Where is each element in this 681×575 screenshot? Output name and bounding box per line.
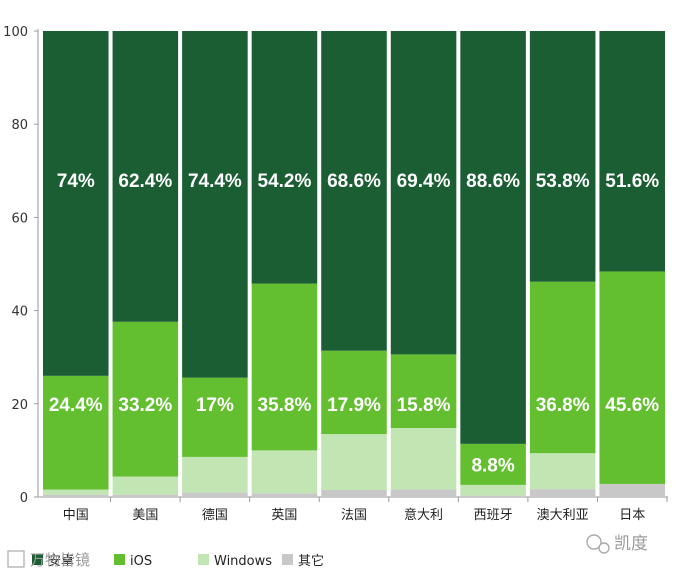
bar-segment <box>390 428 457 490</box>
bar-segment <box>251 31 318 284</box>
watermark-right: 凯度 <box>586 534 648 554</box>
bar-segment <box>112 476 179 495</box>
data-label: 8.8% <box>471 455 514 476</box>
watermark-right-text: 凯度 <box>614 534 648 554</box>
legend-label: 安卓 <box>48 554 74 569</box>
data-label: 45.6% <box>605 395 659 416</box>
data-label: 24.4% <box>49 395 103 416</box>
watermark-left-icon <box>7 550 25 568</box>
bar-segment <box>251 283 318 451</box>
data-label: 74.4% <box>188 171 242 192</box>
x-tick-label: 英国 <box>271 508 297 523</box>
x-tick-label: 澳大利亚 <box>537 507 589 523</box>
watermark-left: 万物皆镜 <box>7 550 90 569</box>
data-label: 15.8% <box>397 395 451 416</box>
x-tick-label: 日本 <box>619 508 645 523</box>
bar-segment <box>251 450 318 494</box>
data-label: 51.6% <box>605 171 659 192</box>
data-label: 36.8% <box>536 395 590 416</box>
bar-segment <box>460 495 526 497</box>
watermark-left-text: 万物皆镜 <box>30 551 90 569</box>
data-label: 74% <box>57 171 95 192</box>
x-tick-label: 中国 <box>63 508 89 523</box>
bar-segment <box>529 453 596 490</box>
bar-segment <box>112 31 179 322</box>
legend-label: 其它 <box>298 553 324 569</box>
x-tick-label: 西班牙 <box>474 508 513 523</box>
bar-segment <box>599 483 665 497</box>
bar-segment <box>321 31 387 351</box>
data-label: 17.9% <box>327 395 381 416</box>
chart-x-tick-labels: 中国 美国 德国 英国 法国 意大利 西班牙 澳大利亚 日本 <box>63 497 668 523</box>
x-tick-label: 法国 <box>341 508 367 523</box>
bar-segment <box>599 31 665 272</box>
legend-swatch <box>32 554 43 565</box>
bar-segment <box>390 354 457 429</box>
data-label: 33.2% <box>118 395 172 416</box>
wechat-icon <box>586 534 602 550</box>
bar-segment <box>112 321 179 477</box>
legend-swatch <box>114 554 125 565</box>
legend-label: Windows <box>214 554 272 569</box>
bar-segment <box>599 271 665 484</box>
data-label: 54.2% <box>258 171 312 192</box>
data-label: 53.8% <box>536 171 590 192</box>
y-tick-label: 40 <box>11 305 28 320</box>
legend-swatch <box>198 554 209 565</box>
bar-segment <box>390 31 457 355</box>
data-label: 17% <box>196 395 234 416</box>
bar-segment <box>529 31 596 282</box>
bar-segment <box>460 31 526 444</box>
y-tick-label: 80 <box>11 118 28 133</box>
y-tick-label: 0 <box>20 491 28 506</box>
y-tick-label: 60 <box>11 211 28 226</box>
bar-segment <box>43 489 109 495</box>
bar-segment <box>112 494 179 497</box>
bar-segment <box>43 375 109 490</box>
bar-segment <box>182 377 248 457</box>
x-tick-label: 德国 <box>202 508 228 523</box>
chart-bars <box>43 31 665 497</box>
data-label: 62.4% <box>118 171 172 192</box>
chart-data-labels: 24.4% 74% 33.2% 62.4% 17% 74.4% 35.8% 54.2% 17.9… <box>49 171 659 476</box>
legend-label: iOS <box>130 554 152 569</box>
bar-segment <box>43 31 109 376</box>
wechat-icon-small-bubble <box>598 542 610 554</box>
x-tick-label: 意大利 <box>404 507 443 523</box>
y-tick-label: 20 <box>11 398 28 413</box>
legend-swatch <box>282 554 293 565</box>
bar-segment <box>529 281 596 454</box>
bar-segment <box>182 31 248 378</box>
data-label: 88.6% <box>466 171 520 192</box>
y-tick-label: 100 <box>3 25 28 40</box>
bar-segment <box>321 434 387 491</box>
bar-segment <box>321 490 387 497</box>
data-label: 35.8% <box>258 395 312 416</box>
bar-segment <box>182 456 248 493</box>
bar-segment <box>321 350 387 435</box>
bar-segment <box>529 489 596 497</box>
bar-segment <box>460 484 526 496</box>
bar-segment <box>182 492 248 497</box>
bar-segment <box>390 489 457 497</box>
data-label: 69.4% <box>397 171 451 192</box>
bar-segment <box>251 493 318 497</box>
data-label: 68.6% <box>327 171 381 192</box>
x-tick-label: 美国 <box>132 508 158 523</box>
chart-legend: 安卓 iOS Windows 其它 <box>32 553 324 569</box>
bar-segment <box>460 443 526 485</box>
bar-segment <box>43 494 109 497</box>
